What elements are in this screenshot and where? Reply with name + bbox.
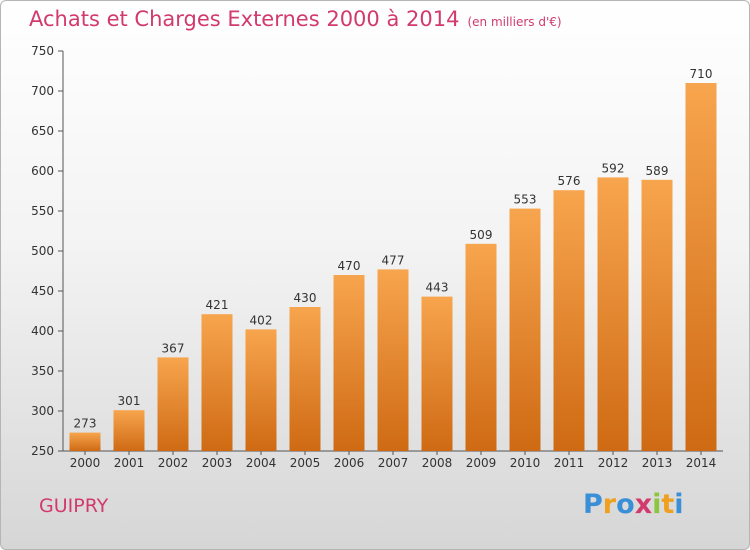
bar bbox=[157, 357, 189, 451]
x-tick-label: 2011 bbox=[554, 456, 585, 470]
y-tick-label: 400 bbox=[31, 324, 54, 338]
y-tick-label: 250 bbox=[31, 444, 54, 458]
bar bbox=[553, 190, 585, 451]
y-tick-label: 750 bbox=[31, 44, 54, 58]
x-tick-label: 2004 bbox=[246, 456, 277, 470]
x-tick-label: 2007 bbox=[378, 456, 409, 470]
x-tick-label: 2010 bbox=[510, 456, 541, 470]
x-tick-label: 2001 bbox=[114, 456, 145, 470]
y-tick-label: 650 bbox=[31, 124, 54, 138]
logo-letter: P bbox=[583, 489, 603, 520]
x-tick-label: 2013 bbox=[642, 456, 673, 470]
bar-value-label: 367 bbox=[162, 341, 185, 355]
logo-letter: o bbox=[616, 489, 635, 520]
bar-value-label: 430 bbox=[294, 291, 317, 305]
bar bbox=[113, 410, 145, 451]
x-tick-label: 2008 bbox=[422, 456, 453, 470]
x-tick-label: 2003 bbox=[202, 456, 233, 470]
proxiti-logo: Proxiti bbox=[583, 489, 684, 520]
bar bbox=[597, 177, 629, 451]
y-tick-label: 300 bbox=[31, 404, 54, 418]
bar bbox=[685, 83, 717, 451]
x-tick-label: 2002 bbox=[158, 456, 189, 470]
bar-value-label: 477 bbox=[382, 253, 405, 267]
y-tick-label: 550 bbox=[31, 204, 54, 218]
x-tick-label: 2012 bbox=[598, 456, 629, 470]
chart-title-text: Achats et Charges Externes 2000 à 2014 bbox=[29, 7, 460, 31]
bar-value-label: 710 bbox=[690, 67, 713, 81]
y-tick-label: 500 bbox=[31, 244, 54, 258]
logo-letter: t bbox=[661, 489, 675, 520]
bar bbox=[377, 269, 409, 451]
y-tick-label: 700 bbox=[31, 84, 54, 98]
x-tick-label: 2000 bbox=[70, 456, 101, 470]
y-tick-label: 450 bbox=[31, 284, 54, 298]
bar bbox=[509, 208, 541, 451]
x-tick-label: 2009 bbox=[466, 456, 497, 470]
chart-title: Achats et Charges Externes 2000 à 2014 (e… bbox=[29, 7, 562, 31]
chart-subtitle: (en milliers d'€) bbox=[467, 15, 562, 29]
bar-value-label: 273 bbox=[74, 417, 97, 431]
logo-letter: i bbox=[652, 489, 662, 520]
y-tick-label: 600 bbox=[31, 164, 54, 178]
bar-value-label: 509 bbox=[470, 228, 493, 242]
bar-value-label: 301 bbox=[118, 394, 141, 408]
bar bbox=[333, 275, 365, 451]
bar bbox=[465, 243, 497, 451]
bar-value-label: 553 bbox=[514, 193, 537, 207]
x-tick-label: 2014 bbox=[686, 456, 717, 470]
bar-value-label: 402 bbox=[250, 313, 273, 327]
y-tick-label: 350 bbox=[31, 364, 54, 378]
bar bbox=[201, 314, 233, 451]
bar-value-label: 470 bbox=[338, 259, 361, 273]
bar-value-label: 443 bbox=[426, 281, 449, 295]
bar bbox=[245, 329, 277, 451]
bar bbox=[641, 179, 673, 452]
bar bbox=[289, 307, 321, 451]
bar bbox=[69, 432, 101, 451]
bar-value-label: 589 bbox=[646, 164, 669, 178]
x-tick-label: 2006 bbox=[334, 456, 365, 470]
bar-value-label: 576 bbox=[558, 174, 581, 188]
logo-letter: r bbox=[602, 489, 617, 520]
bar-value-label: 421 bbox=[206, 298, 229, 312]
bar bbox=[421, 296, 453, 451]
bar-value-label: 592 bbox=[602, 161, 625, 175]
logo-letter: x bbox=[634, 489, 653, 520]
logo-letter: i bbox=[674, 489, 684, 520]
location-label: GUIPRY bbox=[39, 495, 109, 517]
x-tick-label: 2005 bbox=[290, 456, 321, 470]
